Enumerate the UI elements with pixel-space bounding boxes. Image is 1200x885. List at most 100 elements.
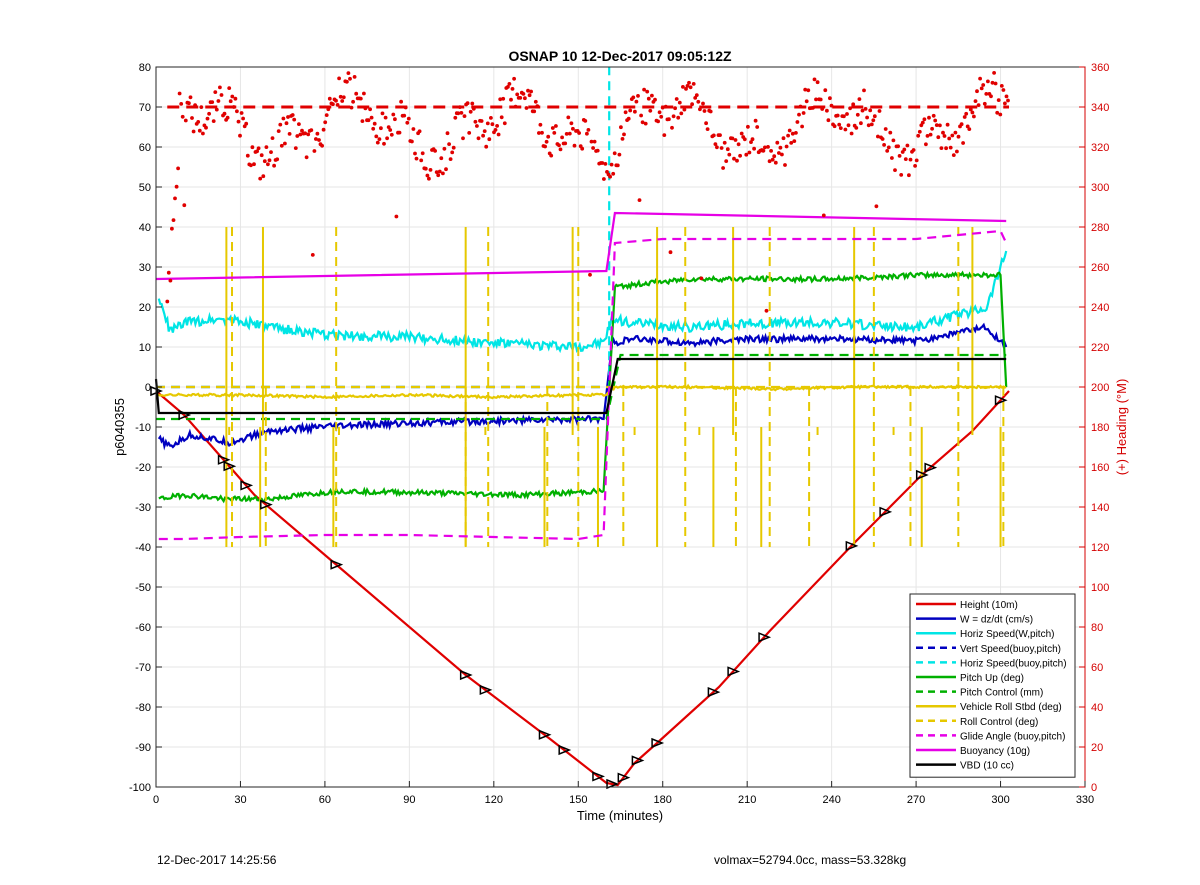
heading-point [275, 157, 280, 162]
heading-point [633, 109, 637, 114]
heading-point [334, 98, 338, 103]
y-tick-label: -20 [135, 462, 151, 474]
heading-point [1003, 101, 1007, 106]
y2-tick-label: 320 [1091, 142, 1109, 154]
heading-point [433, 149, 437, 153]
heading-point [789, 141, 794, 145]
heading-point [783, 163, 787, 167]
heading-point [572, 143, 577, 148]
depth-marker [606, 778, 620, 790]
depth-marker [592, 771, 605, 782]
legend-label: Glide Angle (buoy,pitch) [960, 731, 1065, 742]
heading-point [660, 105, 665, 110]
heading-point [489, 116, 493, 120]
depth-marker [924, 462, 938, 473]
depth-marker [994, 395, 1008, 406]
heading-point [493, 127, 498, 132]
heading-point [399, 99, 403, 104]
heading-point [461, 136, 465, 141]
heading-point [549, 153, 554, 158]
heading-point [820, 107, 825, 111]
heading-point [487, 137, 492, 142]
axes: 0 30 60 90 120 150 180 210 240 270 300 330-100-90-8… [129, 62, 1109, 806]
y2-tick-label: 0 [1091, 782, 1097, 794]
heading-point [297, 122, 301, 126]
heading-point [538, 122, 543, 127]
heading-point [781, 136, 786, 141]
heading-point [806, 88, 811, 93]
heading-point [231, 105, 236, 109]
heading-point [255, 149, 259, 154]
heading-point [721, 166, 725, 170]
heading-point [383, 115, 388, 120]
series-line [157, 250, 1008, 354]
heading-point [244, 121, 249, 126]
heading-point [557, 143, 561, 148]
heading-point [691, 82, 696, 86]
y2-tick-label: 20 [1091, 742, 1103, 754]
depth-marker [330, 559, 344, 570]
legend-label: Horiz Speed(W,pitch) [960, 629, 1054, 640]
heading-point [262, 159, 267, 164]
heading-point [780, 152, 784, 157]
heading-point [835, 113, 840, 118]
heading-point [397, 130, 402, 135]
x-axis-label: Time (minutes) [577, 808, 663, 823]
heading-point [317, 138, 321, 142]
heading-point [797, 112, 801, 117]
heading-point [475, 124, 479, 128]
heading-point [205, 116, 210, 121]
heading-point [405, 120, 410, 125]
heading-point [615, 163, 620, 168]
heading-point [393, 117, 397, 122]
heading-point [735, 158, 739, 163]
heading-point [442, 146, 447, 151]
depth-marker [178, 409, 192, 421]
heading-point [882, 143, 886, 147]
heading-point [859, 121, 863, 126]
heading-point [626, 116, 631, 121]
heading-point [777, 151, 781, 155]
heading-point [888, 130, 893, 135]
heading-point [656, 119, 660, 124]
heading-point [1001, 88, 1006, 92]
y2-tick-label: 200 [1091, 382, 1109, 394]
heading-point [425, 173, 430, 178]
heading-point [920, 120, 925, 125]
heading-point [685, 84, 690, 88]
heading-point [769, 149, 773, 153]
heading-point [634, 99, 639, 104]
x-tick-label: 0 [153, 794, 159, 806]
y-tick-label: 30 [139, 262, 151, 274]
heading-point [688, 85, 693, 90]
heading-point [204, 125, 208, 130]
heading-point [173, 196, 177, 201]
heading-point [814, 97, 818, 102]
heading-point [866, 123, 871, 128]
heading-point [269, 150, 273, 155]
heading-point [450, 150, 455, 155]
heading-point [394, 214, 399, 219]
heading-point [896, 144, 900, 149]
chart-title: OSNAP 10 12-Dec-2017 09:05:12Z [508, 48, 732, 64]
heading-point [249, 163, 253, 168]
heading-point [402, 113, 407, 118]
heading-point [335, 103, 340, 107]
heading-point [862, 88, 866, 93]
heading-point [623, 110, 628, 115]
heading-point [228, 99, 233, 104]
heading-point [911, 148, 916, 152]
legend-label: Vehicle Roll Stbd (deg) [960, 702, 1062, 713]
heading-point [537, 131, 541, 135]
series-line [158, 270, 1008, 504]
heading-point [564, 132, 569, 136]
heading-point [270, 136, 275, 141]
heading-point [603, 162, 608, 166]
heading-point [196, 120, 201, 124]
heading-point [846, 123, 851, 128]
heading-point [792, 139, 797, 144]
heading-point [868, 108, 873, 113]
heading-point [447, 142, 451, 147]
heading-point [518, 96, 523, 100]
heading-point [643, 121, 648, 126]
